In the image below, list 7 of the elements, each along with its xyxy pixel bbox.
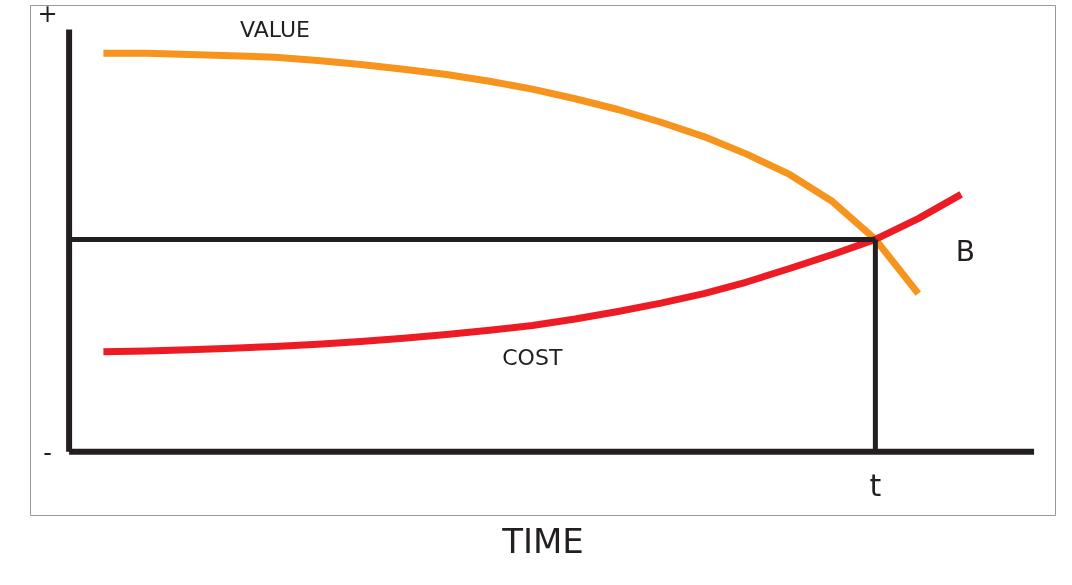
text: -: [43, 438, 52, 467]
text: t: [869, 467, 882, 503]
series-label: COST: [502, 344, 563, 370]
text: +: [37, 0, 58, 29]
series-label: VALUE: [240, 16, 310, 42]
x-axis-title: TIME: [501, 520, 584, 561]
annotation: B: [955, 234, 976, 268]
